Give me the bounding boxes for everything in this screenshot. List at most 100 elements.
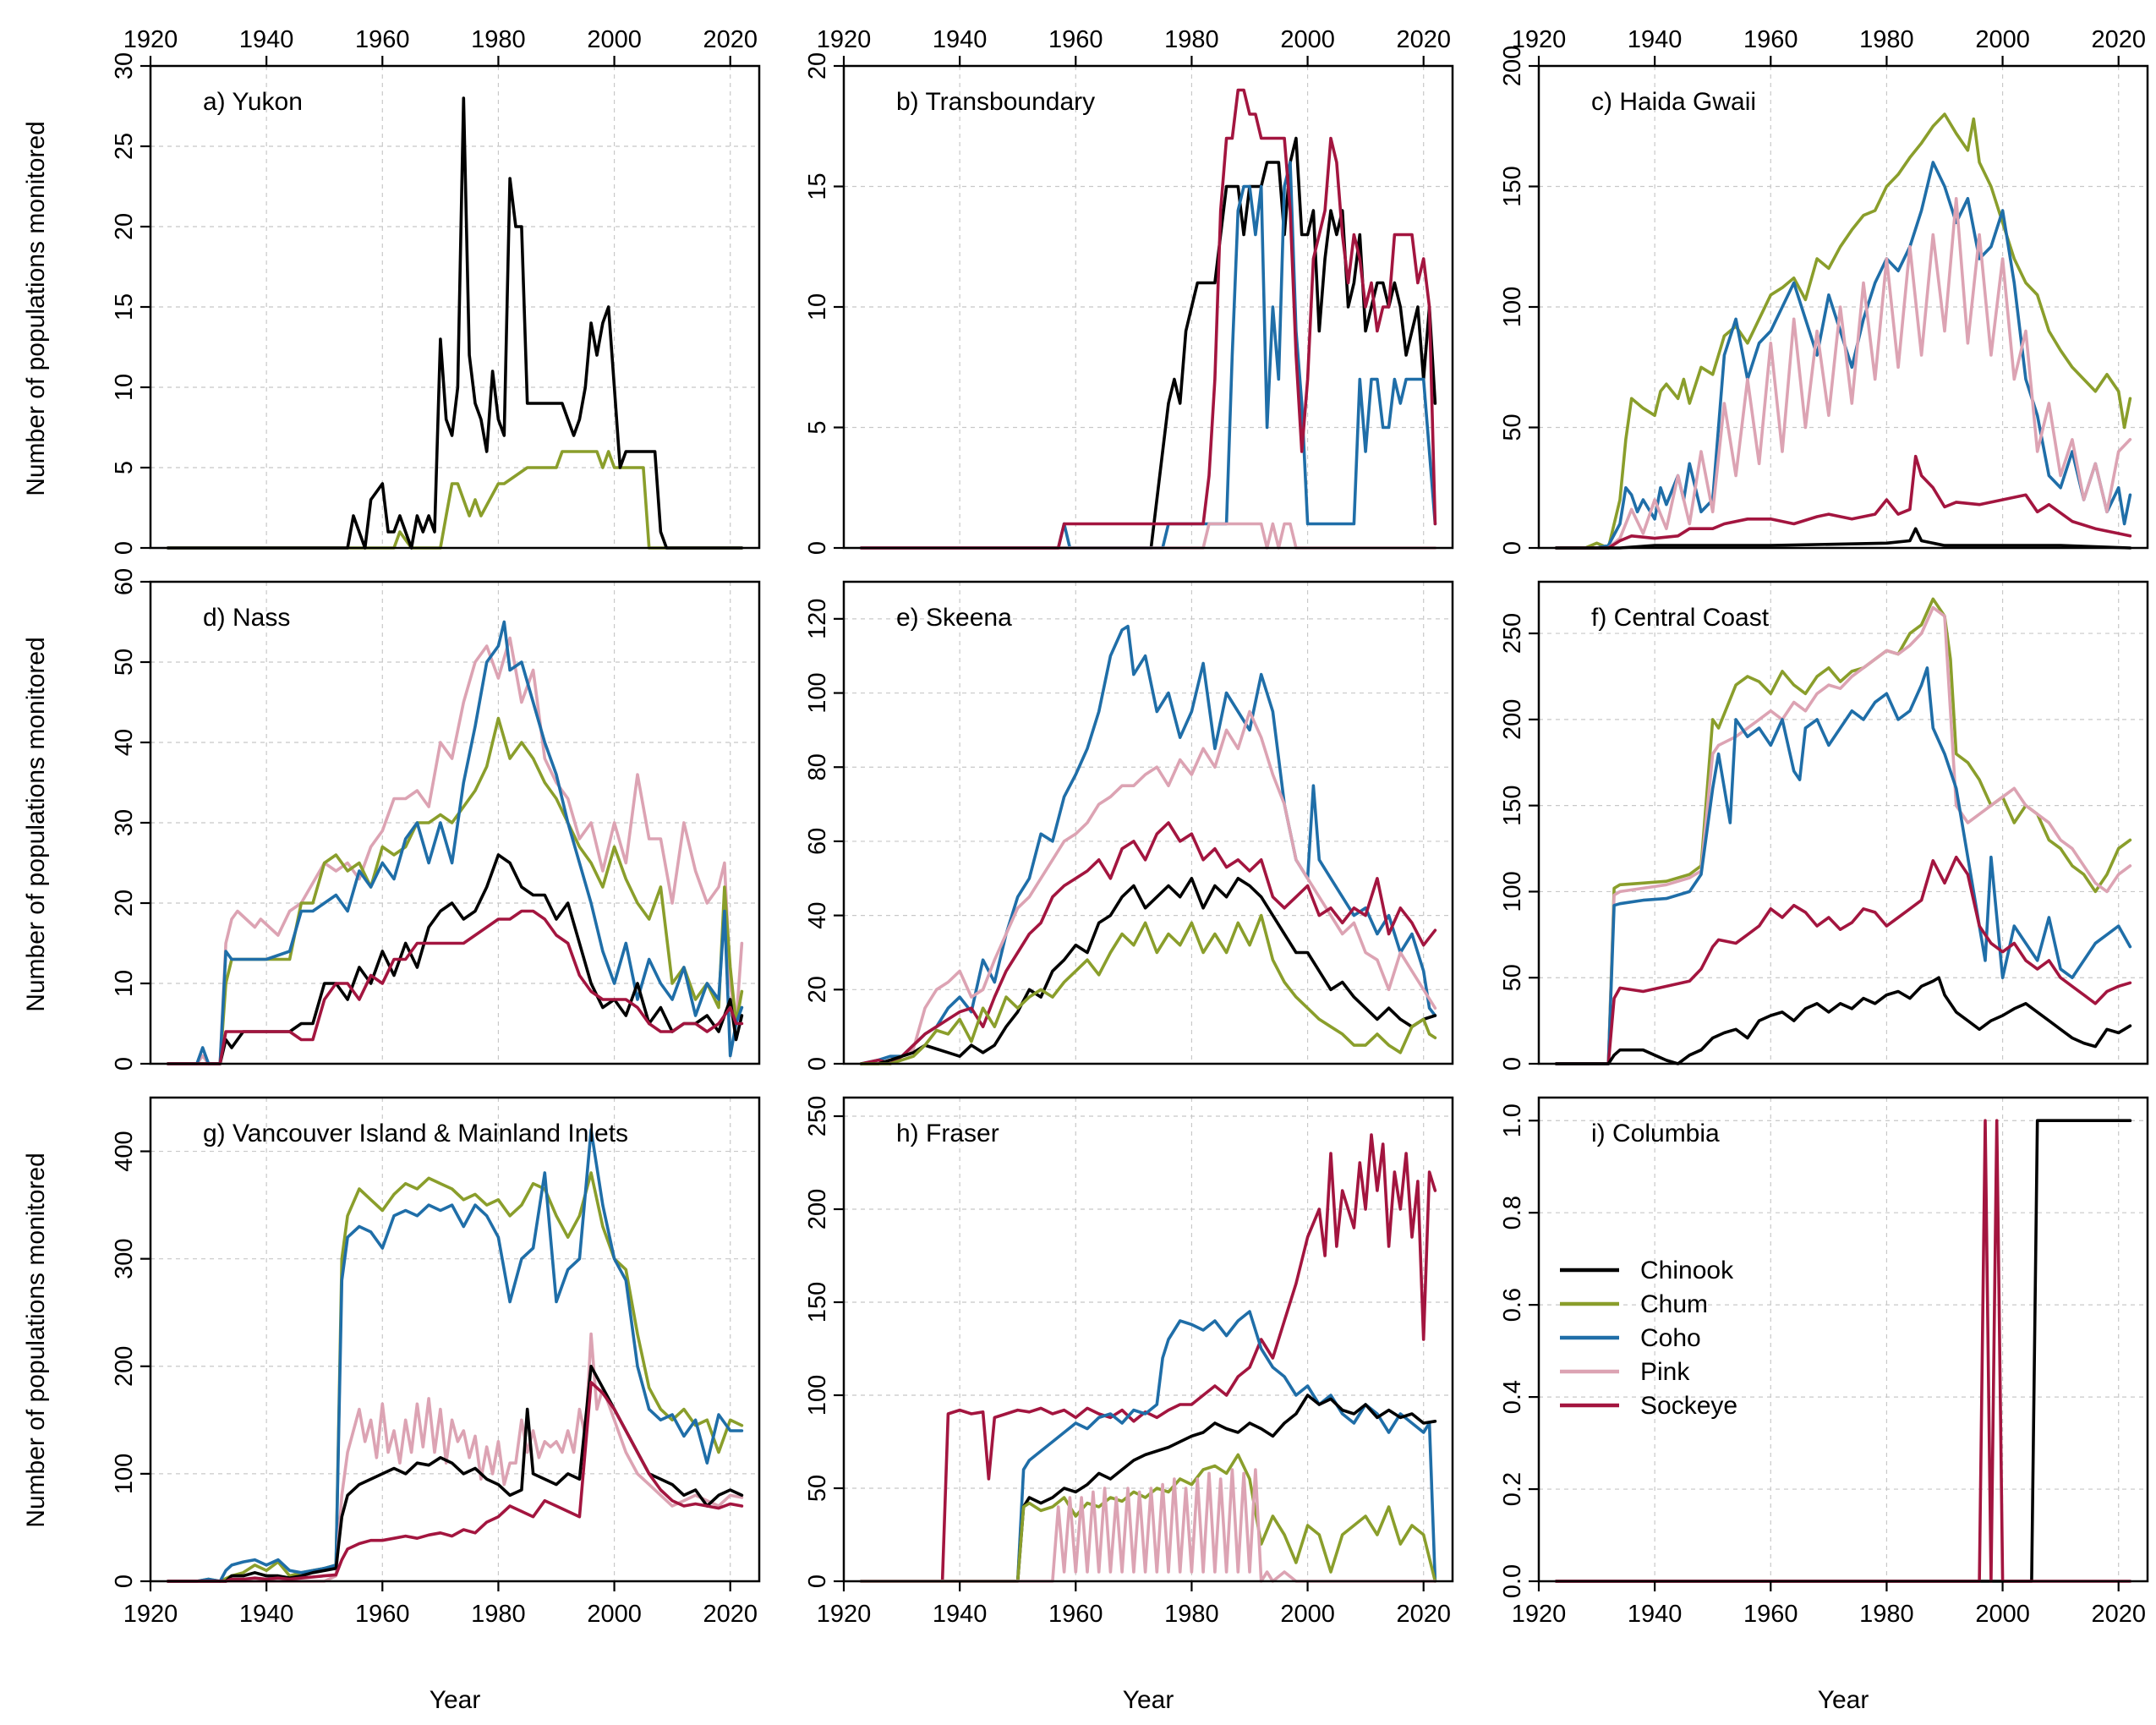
x-tick-label-top: 2000 [587, 26, 642, 53]
legend-label-chum: Chum [1640, 1290, 1708, 1318]
y-tick-label: 250 [804, 1096, 831, 1136]
y-tick-label: 10 [111, 374, 138, 401]
series-line-chinook [166, 853, 744, 1065]
panel-title: f) Central Coast [1591, 604, 1770, 632]
legend: Chinook Chum Coho Pink Sockeye [1560, 1257, 1737, 1420]
panel-7: 1920 1940 1960 1980 2000 2020 0 100 200 300 400 g) … [111, 1096, 761, 1628]
x-tick-label-top: 1980 [471, 26, 526, 53]
y-tick-label: 10 [111, 970, 138, 997]
y-tick-label: 0 [111, 541, 138, 555]
y-tick-label: 1.0 [1499, 1103, 1526, 1137]
x-tick-label-top: 1940 [1628, 26, 1683, 53]
series-line-coho [859, 624, 1437, 1065]
series-line-chinook [1554, 527, 2132, 550]
y-tick-label: 60 [804, 828, 831, 855]
plot-frame [842, 1096, 1454, 1583]
x-tick-label: 1940 [239, 1601, 294, 1628]
y-tick-label: 0 [111, 1057, 138, 1071]
y-tick-label: 100 [1499, 871, 1526, 912]
plot-frame [149, 1096, 761, 1583]
plot-frame [1537, 1096, 2149, 1583]
panel-title: c) Haida Gwaii [1591, 88, 1756, 116]
series-line-chinook [1554, 976, 2132, 1065]
y-tick-label: 100 [111, 1454, 138, 1494]
y-tick-label: 200 [111, 1346, 138, 1387]
y-tick-label: 100 [804, 672, 831, 713]
series-line-pink [166, 1332, 744, 1583]
x-tick-label-top: 1980 [1164, 26, 1219, 53]
series-line-chum [1554, 112, 2132, 550]
y-tick-label: 50 [1499, 964, 1526, 991]
series-line-sockeye [166, 1381, 744, 1583]
x-tick-label: 2020 [2091, 1601, 2146, 1628]
panel-2: 1920 1940 1960 1980 2000 2020 0 5 10 15 20 b) Trans… [804, 26, 1454, 555]
y-tick-label: 20 [804, 52, 831, 79]
xlabel-col-3: Year [1818, 1686, 1869, 1714]
y-tick-label: 0.8 [1499, 1196, 1526, 1229]
series-line-chinook [859, 877, 1437, 1065]
x-tick-label: 2000 [587, 1601, 642, 1628]
series-line-pink [166, 636, 744, 1065]
y-tick-label: 25 [111, 133, 138, 160]
legend-label-coho: Coho [1640, 1324, 1701, 1352]
series-line-sockeye [859, 1133, 1437, 1583]
y-tick-label: 0.6 [1499, 1288, 1526, 1322]
x-tick-label-top: 2020 [1396, 26, 1451, 53]
x-tick-label: 1980 [1164, 1601, 1219, 1628]
x-tick-label: 1940 [1628, 1601, 1683, 1628]
series-line-coho [166, 1128, 744, 1583]
x-tick-label-top: 2020 [2091, 26, 2146, 53]
y-tick-label: 15 [804, 172, 831, 200]
y-tick-label: 0 [1499, 541, 1526, 555]
y-tick-label: 200 [1499, 699, 1526, 740]
x-tick-label-top: 1920 [817, 26, 872, 53]
ylabel-row-1: Number of populations monitored [22, 121, 50, 496]
y-tick-label: 0 [1499, 1057, 1526, 1071]
y-tick-label: 50 [804, 1475, 831, 1502]
panel-title: a) Yukon [203, 88, 303, 116]
y-tick-label: 0 [804, 1574, 831, 1588]
y-tick-label: 20 [804, 976, 831, 1003]
y-tick-label: 0 [111, 1574, 138, 1588]
y-tick-label: 50 [1499, 413, 1526, 441]
x-tick-label: 2000 [1280, 1601, 1335, 1628]
panel-9: 1920 1940 1960 1980 2000 2020 0.0 0.2 0.4 0.6 0.8 1… [1499, 1096, 2149, 1628]
series-line-chum [166, 1171, 744, 1583]
y-tick-label: 200 [1499, 46, 1526, 86]
x-tick-label: 2020 [1396, 1601, 1451, 1628]
y-tick-label: 40 [111, 729, 138, 756]
y-tick-label: 0 [804, 1057, 831, 1071]
x-tick-label: 1920 [123, 1601, 178, 1628]
x-tick-label: 1960 [355, 1601, 410, 1628]
panel-title: e) Skeena [896, 604, 1012, 632]
panel-5: 0 20 40 60 80 100 120 e) Skeena [804, 580, 1454, 1071]
series-line-sockeye [859, 821, 1437, 1065]
ylabel-row-3: Number of populations monitored [22, 1153, 50, 1528]
panel-8: 1920 1940 1960 1980 2000 2020 0 50 100 150 200 250 h… [804, 1096, 1454, 1628]
x-tick-label: 1920 [1512, 1601, 1567, 1628]
xlabel-col-2: Year [1123, 1686, 1174, 1714]
x-tick-label: 1960 [1743, 1601, 1798, 1628]
series-line-chum [166, 716, 744, 1065]
panel-title: h) Fraser [896, 1120, 999, 1147]
y-tick-label: 30 [111, 809, 138, 836]
y-tick-label: 60 [111, 568, 138, 595]
legend-label-pink: Pink [1640, 1358, 1690, 1386]
x-tick-label-top: 1980 [1859, 26, 1914, 53]
series-line-pink [1554, 197, 2132, 550]
series-line-pink [1554, 605, 2132, 1065]
y-tick-label: 10 [804, 293, 831, 320]
x-tick-label-top: 1920 [123, 26, 178, 53]
series-line-pink [859, 709, 1437, 1065]
x-tick-label: 1920 [817, 1601, 872, 1628]
series-line-sockeye [1554, 454, 2132, 550]
y-tick-label: 120 [804, 599, 831, 639]
y-tick-label: 30 [111, 52, 138, 79]
y-tick-label: 250 [1499, 613, 1526, 654]
x-tick-label-top: 1960 [1048, 26, 1103, 53]
panel-1: 1920 1940 1960 1980 2000 2020 0 5 10 15 20 25 30 a) Y… [111, 26, 761, 555]
series-line-sockeye [859, 88, 1437, 550]
panel-4: 0 10 20 30 40 50 60 d) Nass [111, 568, 761, 1071]
